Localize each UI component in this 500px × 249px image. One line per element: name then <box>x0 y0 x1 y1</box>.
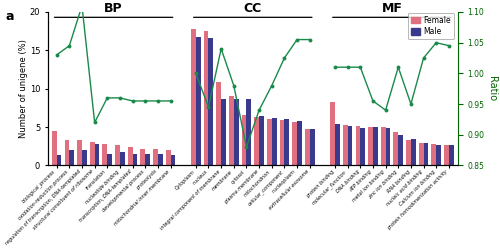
Bar <box>424 143 428 165</box>
Bar <box>259 116 264 165</box>
Bar <box>145 154 150 165</box>
Bar <box>267 119 272 165</box>
Bar <box>229 96 234 165</box>
Text: BP: BP <box>104 2 123 15</box>
Bar <box>356 126 360 165</box>
Bar <box>297 121 302 165</box>
Bar <box>77 140 82 165</box>
Bar <box>406 140 411 165</box>
Bar <box>102 144 108 165</box>
Bar <box>153 149 158 165</box>
Bar <box>115 145 120 165</box>
Text: CC: CC <box>244 2 262 15</box>
Bar <box>335 124 340 165</box>
Bar <box>82 150 87 165</box>
Bar <box>368 127 373 165</box>
Bar <box>280 120 284 165</box>
Bar <box>52 131 56 165</box>
Bar <box>166 150 170 165</box>
Bar <box>419 143 424 165</box>
Bar <box>140 149 145 165</box>
Bar <box>411 138 416 165</box>
Bar <box>305 129 310 165</box>
Bar <box>398 135 403 165</box>
Bar <box>191 29 196 165</box>
Text: MF: MF <box>382 2 402 15</box>
Bar <box>56 155 62 165</box>
Bar <box>132 154 138 165</box>
Bar <box>246 99 252 165</box>
Bar <box>444 145 449 165</box>
Legend: Female, Male: Female, Male <box>408 13 454 39</box>
Bar <box>360 128 365 165</box>
Bar <box>432 144 436 165</box>
Bar <box>381 127 386 165</box>
Bar <box>128 147 132 165</box>
Bar <box>64 140 70 165</box>
Y-axis label: Number of unigene (%): Number of unigene (%) <box>20 39 28 138</box>
Bar <box>108 154 112 165</box>
Bar <box>208 38 214 165</box>
Y-axis label: Ratio: Ratio <box>487 76 497 101</box>
Bar <box>272 118 276 165</box>
Bar <box>310 129 314 165</box>
Bar <box>254 117 259 165</box>
Bar <box>196 37 200 165</box>
Bar <box>348 125 352 165</box>
Bar <box>373 127 378 165</box>
Bar <box>242 115 246 165</box>
Bar <box>436 145 441 165</box>
Bar <box>292 123 297 165</box>
Bar <box>449 145 454 165</box>
Bar <box>120 152 124 165</box>
Bar <box>70 150 74 165</box>
Bar <box>170 155 175 165</box>
Bar <box>204 31 208 165</box>
Bar <box>394 132 398 165</box>
Bar <box>221 99 226 165</box>
Bar <box>343 125 347 165</box>
Bar <box>158 154 162 165</box>
Bar <box>90 142 94 165</box>
Bar <box>216 82 221 165</box>
Bar <box>330 103 335 165</box>
Bar <box>94 144 100 165</box>
Bar <box>386 128 390 165</box>
Text: a: a <box>5 10 14 23</box>
Bar <box>284 119 289 165</box>
Bar <box>234 99 238 165</box>
